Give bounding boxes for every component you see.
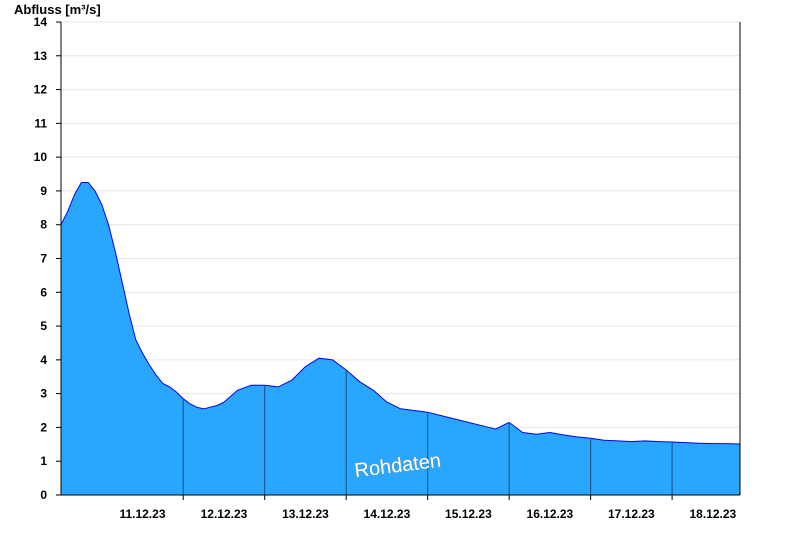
x-tick-label: 12.12.23 <box>201 507 248 521</box>
y-tick-label: 12 <box>34 83 48 97</box>
x-tick-label: 18.12.23 <box>689 507 736 521</box>
grid-lines <box>61 21 740 496</box>
day-divider-lines <box>182 369 673 495</box>
y-axis-title: Abfluss [m³/s] <box>14 2 101 17</box>
x-tick-label: 14.12.23 <box>364 507 411 521</box>
y-tick-label: 10 <box>34 150 48 164</box>
discharge-area-series <box>60 182 741 495</box>
x-ticks: 11.12.23 12.12.23 13.12.23 14.12.23 15.12.23… <box>119 495 737 521</box>
y-tick-label: 5 <box>40 319 47 333</box>
y-tick-label: 14 <box>34 15 48 29</box>
x-tick-label: 13.12.23 <box>282 507 329 521</box>
y-tick-label: 11 <box>34 116 47 130</box>
y-tick-label: 4 <box>40 353 47 367</box>
y-tick-label: 3 <box>40 387 47 401</box>
discharge-area-fill <box>61 182 740 495</box>
discharge-line <box>60 182 741 445</box>
y-tick-label: 6 <box>40 285 47 299</box>
y-tick-label: 1 <box>40 454 47 468</box>
y-tick-label: 13 <box>34 49 48 63</box>
y-tick-label: 9 <box>40 184 47 198</box>
y-tick-label: 7 <box>40 252 47 266</box>
x-tick-label: 15.12.23 <box>445 507 492 521</box>
y-tick-label: 2 <box>40 420 47 434</box>
x-tick-label: 11.12.23 <box>119 507 165 521</box>
x-tick-label: 16.12.23 <box>527 507 574 521</box>
x-tick-label: 17.12.23 <box>608 507 655 521</box>
y-tick-label: 0 <box>40 488 47 502</box>
y-tick-label: 8 <box>40 218 47 232</box>
